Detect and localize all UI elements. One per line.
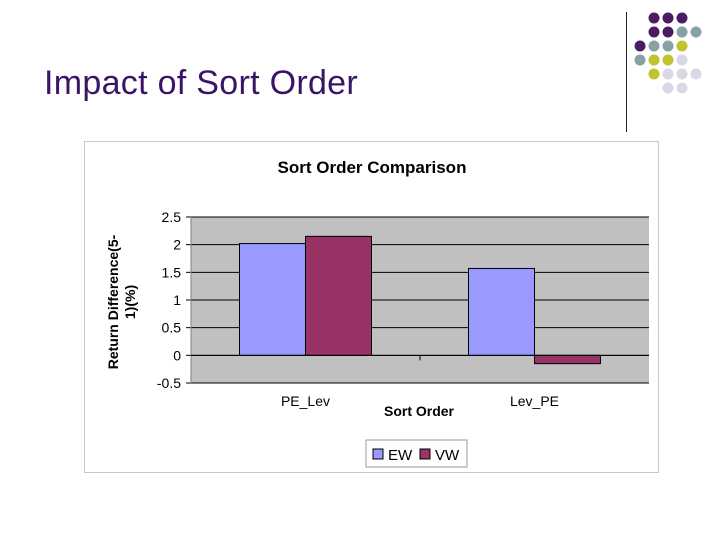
decorative-dot [676,26,688,38]
x-tick-label: Lev_PE [510,393,559,409]
decorative-dot [634,40,646,52]
y-tick-label: -0.5 [157,375,181,391]
bar-ew-pe_lev [239,243,306,356]
decorative-dot [648,40,660,52]
bar-ew-lev_pe [468,267,535,356]
bar-vw-pe_lev [305,235,372,356]
bar-vw-lev_pe [534,354,601,365]
legend-swatch-ew [372,448,384,460]
y-tick-label: 2 [173,237,181,253]
chart-title: Sort Order Comparison [278,158,467,177]
decorative-dot [662,54,674,66]
y-tick-label: 0.5 [162,320,182,336]
decorative-dot [648,68,660,80]
decorative-dot [676,68,688,80]
decorative-dot [662,26,674,38]
decorative-dot [690,68,702,80]
y-tick-label: 1.5 [162,264,182,280]
legend-label-ew: EW [388,447,413,464]
decorative-dot [662,12,674,24]
y-tick-label: 1 [173,292,181,308]
decorative-dot [676,12,688,24]
decorative-divider [626,12,627,132]
chart-frame: Sort Order Comparison 2.5 2 1.5 1 0.5 0 -0.5 PE… [84,141,659,473]
decorative-dot [662,82,674,94]
decorative-dot [676,54,688,66]
decorative-dot [648,26,660,38]
decorative-dot [662,40,674,52]
y-tick-label: 0 [173,347,181,363]
decorative-dot [648,54,660,66]
plot-area: 2.5 2 1.5 1 0.5 0 -0.5 PE_Lev Lev_PE [157,209,649,409]
legend-label-vw: VW [435,447,460,464]
bar-chart: Sort Order Comparison 2.5 2 1.5 1 0.5 0 -0.5 PE… [105,158,649,468]
y-tick-label: 2.5 [162,209,182,225]
slide-title: Impact of Sort Order [44,64,358,102]
decorative-dot [676,82,688,94]
decorative-dot [634,54,646,66]
y-axis-title-line-1: Return Difference(5- [105,234,121,369]
legend: EW VW [365,439,468,468]
x-tick-label: PE_Lev [281,393,330,409]
decorative-dot [662,68,674,80]
y-axis-title-line-2: 1)(%) [122,285,138,319]
decorative-dot [648,12,660,24]
x-axis-title: Sort Order [384,403,455,419]
decorative-dot [676,40,688,52]
decorative-dot [690,26,702,38]
legend-swatch-vw [419,448,431,460]
